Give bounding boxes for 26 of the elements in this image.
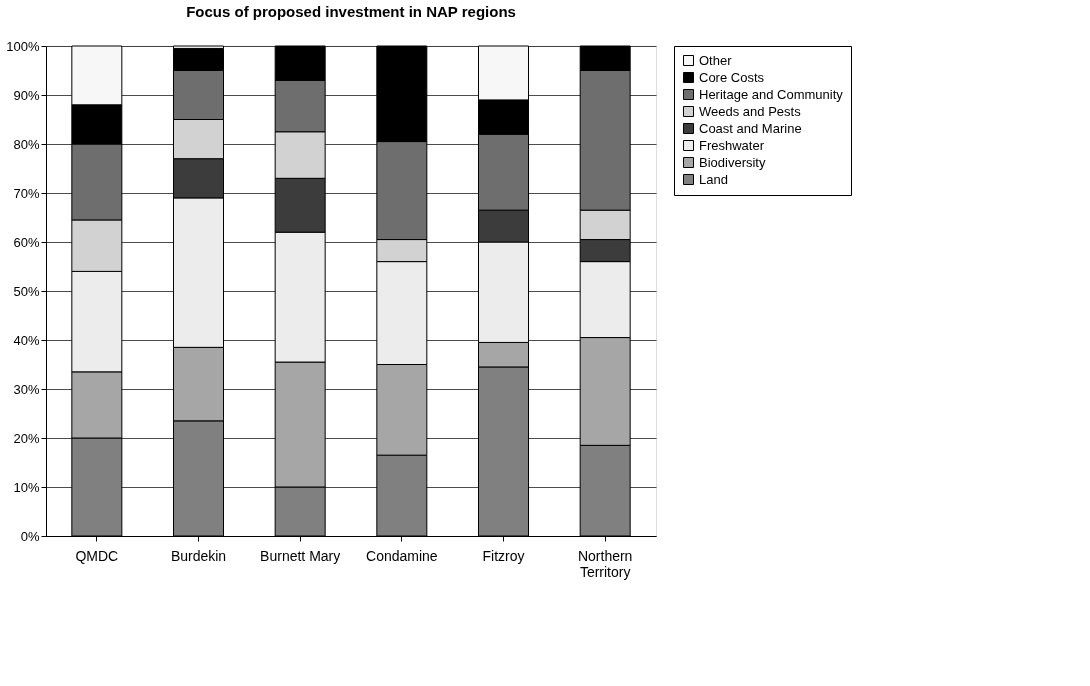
x-tick-label: Condamine	[366, 547, 438, 564]
y-tick-label: 20%	[13, 430, 40, 446]
legend-label: Land	[699, 171, 728, 187]
y-tick-label: 100%	[6, 38, 40, 54]
y-tick-label: 70%	[13, 185, 40, 201]
y-tick-label: 90%	[13, 87, 40, 103]
x-tick-label: QMDC	[75, 547, 119, 564]
legend-label: Heritage and Community	[699, 86, 844, 102]
y-tick-label: 30%	[13, 381, 40, 397]
y-tick-label: 0%	[20, 528, 40, 544]
legend-label: Weeds and Pests	[699, 103, 802, 119]
legend-label: Coast and Marine	[699, 120, 802, 136]
legend-label: Freshwater	[699, 137, 765, 153]
x-tick-label: Fitzroy	[482, 547, 525, 564]
legend-label: Core Costs	[699, 69, 765, 85]
y-tick-label: 40%	[13, 332, 40, 348]
x-tick-label: Burnett Mary	[260, 547, 341, 564]
y-tick-label: 80%	[13, 136, 40, 152]
legend-label: Biodiversity	[699, 154, 766, 170]
y-tick-label: 10%	[13, 479, 40, 495]
chart-title: Focus of proposed investment in NAP regions	[186, 3, 516, 20]
x-tick-label: Northern Territory	[577, 547, 633, 580]
x-tick-label: Burdekin	[170, 547, 227, 564]
legend-label: Other	[699, 52, 733, 68]
y-tick-label: 50%	[13, 283, 40, 299]
y-tick-label: 60%	[13, 234, 40, 250]
